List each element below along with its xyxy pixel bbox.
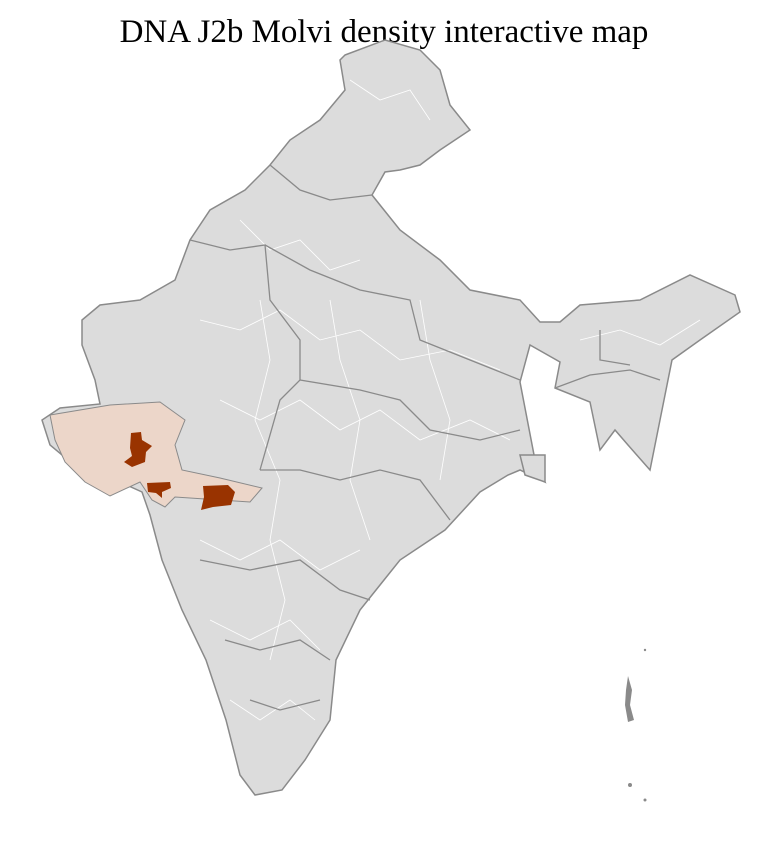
region-high-density-3[interactable] — [201, 485, 235, 510]
region-high-density-2[interactable] — [147, 482, 171, 498]
district-borders — [199, 79, 701, 721]
india-outline[interactable] — [41, 39, 741, 796]
region-high-density-1[interactable] — [124, 432, 152, 467]
ne-region[interactable] — [519, 454, 546, 484]
density-regions[interactable] — [49, 401, 263, 510]
state-borders — [189, 164, 661, 711]
andaman-islands — [625, 648, 647, 802]
india-landmass[interactable] — [41, 39, 741, 796]
